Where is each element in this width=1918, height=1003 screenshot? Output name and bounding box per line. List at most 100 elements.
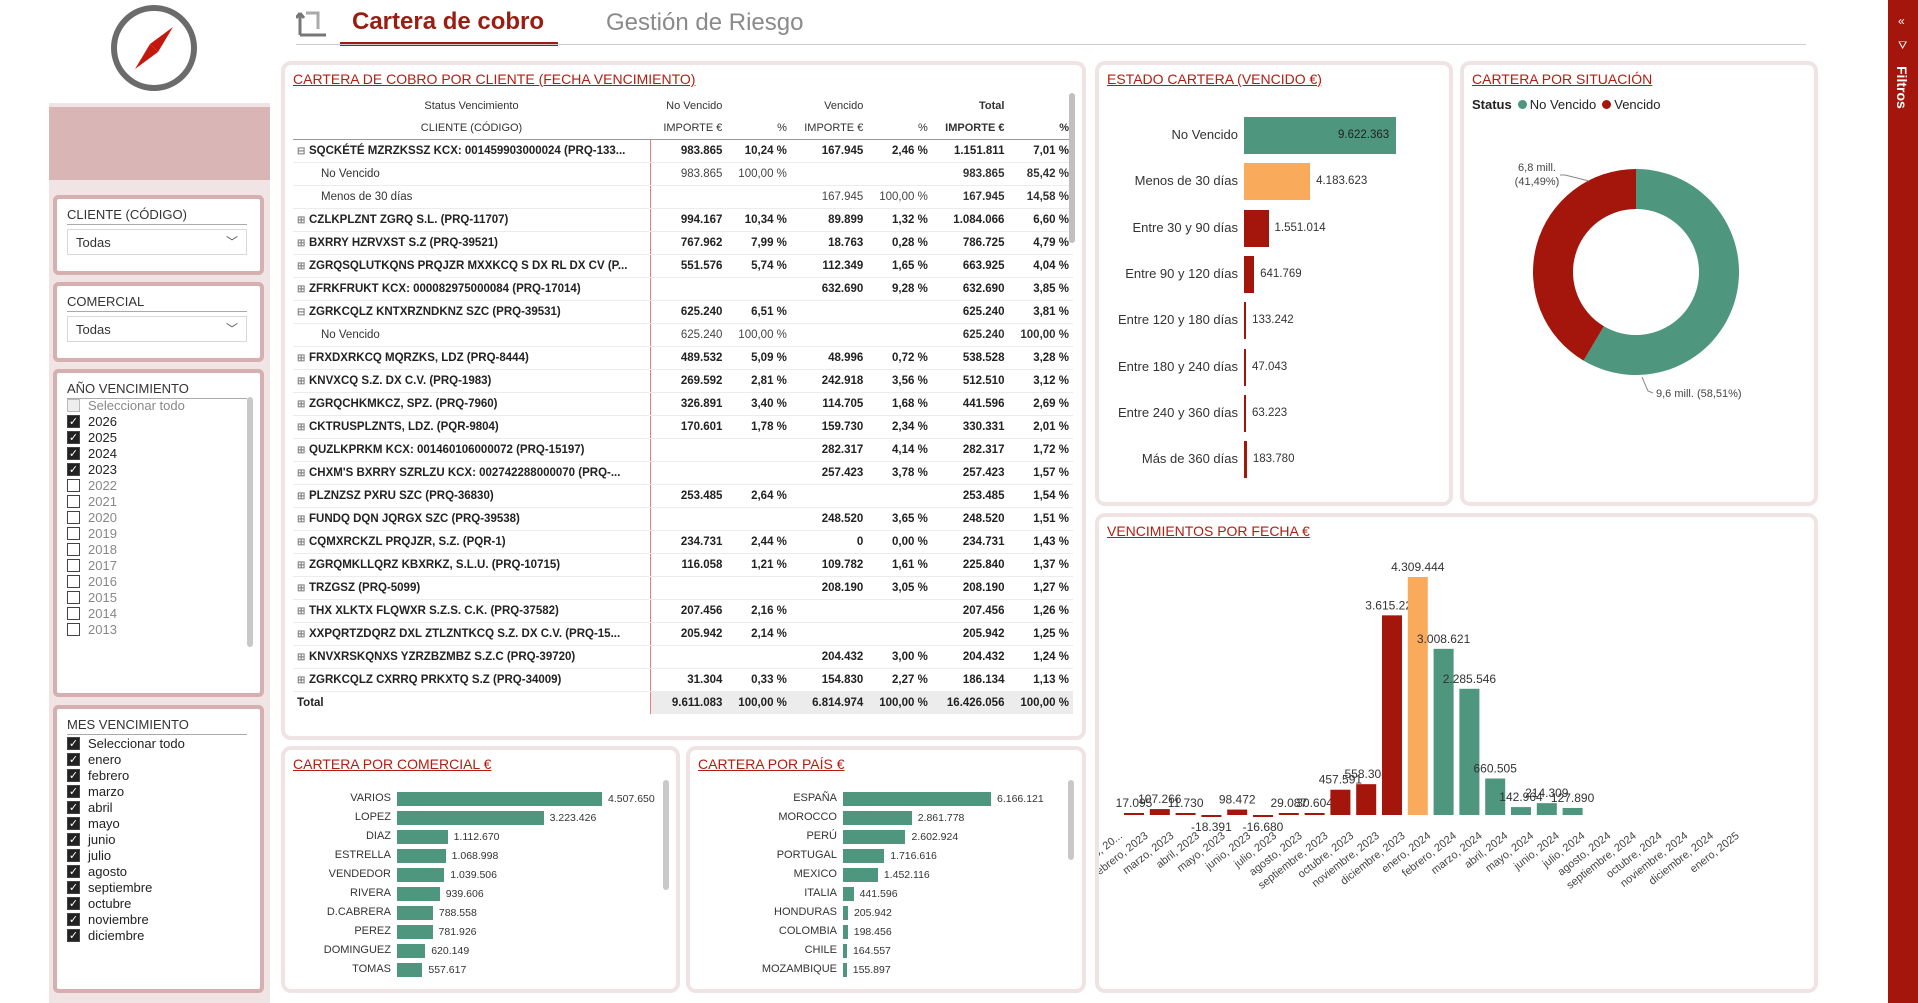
slicer-option[interactable]: ✓ julio: [67, 846, 111, 864]
column-bar[interactable]: [1201, 815, 1222, 817]
column-bar[interactable]: [1407, 577, 1428, 815]
matrix-row[interactable]: ⊞ FRXDXRKCQ MQRZKS, LDZ (PRQ-8444) 489.532…: [293, 346, 1073, 370]
slicer-option[interactable]: ✓ junio: [67, 830, 115, 848]
matrix-header-cell[interactable]: %: [918, 121, 928, 134]
column-bar[interactable]: [1227, 809, 1248, 815]
matrix-header-cell[interactable]: [1008, 95, 1073, 117]
expand-toggle-icon[interactable]: ⊞: [297, 582, 306, 594]
donut-slice[interactable]: [1583, 169, 1739, 375]
checkbox[interactable]: ✓: [67, 784, 80, 798]
matrix-row[interactable]: ⊞ ZGRQCHKMKCZ, SPZ. (PRQ-7960) 326.891 3,40…: [293, 392, 1073, 416]
expand-toggle-icon[interactable]: ⊞: [297, 490, 306, 502]
expand-toggle-icon[interactable]: ⊞: [297, 605, 306, 617]
matrix-row[interactable]: ⊞ THX XLKTX FLQWXR S.Z.S. C.K. (PRQ-37582…: [293, 599, 1073, 623]
donut-slice[interactable]: [1533, 169, 1636, 361]
slicer-option[interactable]: Seleccionar todo: [67, 396, 185, 414]
column-bar[interactable]: [1253, 815, 1273, 817]
slicer-option[interactable]: 2017: [67, 556, 117, 574]
column-bar[interactable]: [1536, 803, 1557, 815]
filters-pane[interactable]: « ⛛ Filtros: [1888, 0, 1918, 1003]
matrix-header-cell[interactable]: Vencido: [824, 100, 864, 112]
slicer-option[interactable]: ✓ marzo: [67, 782, 124, 800]
expand-toggle-icon[interactable]: ⊞: [297, 260, 306, 272]
matrix-row[interactable]: ⊞ BXRRY HZRVXST S.Z (PRQ-39521) 767.962 7,9…: [293, 231, 1073, 255]
bar[interactable]: [397, 811, 544, 825]
matrix-row[interactable]: ⊞ QUZLKPRKM KCX: 001460106000072 (PRQ-151…: [293, 438, 1073, 462]
cliente-dropdown[interactable]: Todas ﹀: [67, 229, 247, 255]
bar[interactable]: [843, 830, 906, 844]
checkbox[interactable]: [67, 510, 80, 524]
slicer-option[interactable]: ✓ agosto: [67, 862, 127, 880]
bar[interactable]: [1244, 394, 1246, 432]
slicer-option[interactable]: ✓ noviembre: [67, 910, 149, 928]
checkbox[interactable]: ✓: [67, 768, 80, 782]
bar[interactable]: [397, 963, 423, 977]
checkbox[interactable]: [67, 478, 80, 492]
bar[interactable]: [843, 887, 854, 901]
legend-vencido[interactable]: Vencido: [1614, 97, 1661, 112]
matrix-row[interactable]: ⊞ CZLKPLZNT ZGRQ S.L. (PRQ-11707) 994.167 1…: [293, 208, 1073, 232]
matrix-subrow[interactable]: No Vencido 625.240 100,00 % 625.240 100,00 %: [293, 323, 1073, 347]
matrix-header-cell[interactable]: [867, 95, 931, 117]
checkbox[interactable]: ✓: [67, 832, 80, 846]
checkbox[interactable]: [67, 622, 80, 636]
matrix-row[interactable]: ⊞ CKTRUSPLZNTS, LDZ. (PQR-9804) 170.601 1,7…: [293, 415, 1073, 439]
checkbox[interactable]: ✓: [67, 816, 80, 830]
slicer-option[interactable]: ✓ 2025: [67, 428, 117, 446]
matrix-header-cell[interactable]: CLIENTE (CÓDIGO): [420, 121, 523, 134]
tab-gestion-de-riesgo[interactable]: Gestión de Riesgo: [606, 9, 804, 36]
matrix-header-cell[interactable]: IMPORTE €: [663, 121, 723, 134]
column-bar[interactable]: [1433, 648, 1454, 815]
checkbox[interactable]: ✓: [67, 414, 80, 428]
slicer-option[interactable]: ✓ Seleccionar todo: [67, 734, 185, 752]
expand-toggle-icon[interactable]: ⊞: [297, 467, 306, 479]
scrollbar[interactable]: [663, 780, 669, 890]
matrix-row[interactable]: ⊞ TRZGSZ (PRQ-5099) 208.190 3,05 % 208.190 1,…: [293, 576, 1073, 600]
bar[interactable]: [843, 811, 912, 825]
bar[interactable]: [397, 849, 446, 863]
checkbox[interactable]: ✓: [67, 848, 80, 862]
back-arrow-icon[interactable]: [296, 5, 328, 37]
bar[interactable]: [397, 925, 433, 939]
column-bar[interactable]: [1562, 807, 1583, 815]
matrix-header-cell[interactable]: Total: [979, 100, 1005, 112]
slicer-option[interactable]: ✓ febrero: [67, 766, 129, 784]
slicer-option[interactable]: ✓ enero: [67, 750, 121, 768]
bar[interactable]: [843, 944, 847, 958]
slicer-option[interactable]: 2021: [67, 492, 117, 510]
matrix-row[interactable]: ⊞ CHXM'S BXRRY SZRLZU KCX: 00274228800007…: [293, 461, 1073, 485]
checkbox[interactable]: [67, 606, 80, 620]
bar[interactable]: [843, 925, 848, 939]
column-bar[interactable]: [1485, 778, 1506, 815]
slicer-option[interactable]: 2020: [67, 508, 117, 526]
expand-toggle-icon[interactable]: ⊞: [297, 398, 306, 410]
checkbox[interactable]: ✓: [67, 880, 80, 894]
matrix-row[interactable]: ⊞ KNVXCQ S.Z. DX C.V. (PRQ-1983) 269.592 2,…: [293, 369, 1073, 393]
expand-toggle-icon[interactable]: ⊞: [297, 674, 306, 686]
matrix-header-cell[interactable]: IMPORTE €: [804, 121, 864, 134]
bar[interactable]: [1244, 255, 1255, 293]
bar[interactable]: [1244, 117, 1396, 154]
bar[interactable]: [397, 792, 602, 806]
matrix-row[interactable]: ⊞ FUNDQ DQN JQRGX SZC (PRQ-39538) 248.520 3…: [293, 507, 1073, 531]
expand-toggle-icon[interactable]: ⊞: [297, 283, 306, 295]
checkbox[interactable]: ✓: [67, 430, 80, 444]
checkbox[interactable]: [67, 590, 80, 604]
scrollbar[interactable]: [247, 397, 253, 647]
checkbox[interactable]: [67, 494, 80, 508]
expand-toggle-icon[interactable]: ⊟: [297, 306, 306, 318]
column-bar[interactable]: [1175, 813, 1196, 815]
matrix-header-cell[interactable]: %: [1059, 121, 1069, 134]
checkbox[interactable]: [67, 574, 80, 588]
slicer-option[interactable]: 2022: [67, 476, 117, 494]
slicer-option[interactable]: 2018: [67, 540, 117, 558]
slicer-option[interactable]: ✓ octubre: [67, 894, 131, 912]
matrix-header-cell[interactable]: %: [777, 121, 787, 134]
slicer-option[interactable]: ✓ 2023: [67, 460, 117, 478]
bar[interactable]: [843, 868, 878, 882]
expand-toggle-icon[interactable]: ⊞: [297, 628, 306, 640]
scrollbar[interactable]: [1068, 780, 1074, 860]
checkbox[interactable]: ✓: [67, 928, 80, 942]
checkbox[interactable]: [67, 558, 80, 572]
expand-toggle-icon[interactable]: ⊞: [297, 513, 306, 525]
